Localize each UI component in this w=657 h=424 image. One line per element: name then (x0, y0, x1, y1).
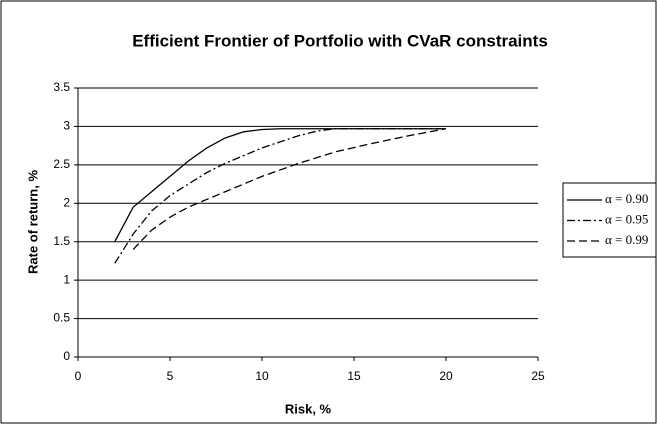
y-axis-label: Rate of return, % (25, 170, 40, 274)
x-tick-label: 10 (255, 369, 269, 383)
legend-label: α = 0.99 (605, 232, 648, 247)
x-tick-label: 20 (439, 369, 453, 383)
legend-label: α = 0.90 (605, 191, 648, 206)
x-tick-label: 25 (531, 369, 545, 383)
y-tick-label: 1 (63, 272, 70, 286)
x-tick-label: 5 (167, 369, 174, 383)
chart-title: Efficient Frontier of Portfolio with CVa… (132, 31, 548, 50)
y-tick-label: 3 (63, 119, 70, 133)
y-tick-label: 0.5 (53, 311, 70, 325)
y-tick-label: 0 (63, 349, 70, 363)
x-axis-label: Risk, % (285, 401, 332, 416)
y-tick-label: 3.5 (53, 80, 70, 94)
y-tick-label: 1.5 (53, 234, 70, 248)
y-tick-label: 2 (63, 195, 70, 209)
x-tick-label: 15 (347, 369, 361, 383)
y-tick-label: 2.5 (53, 157, 70, 171)
series-line (132, 128, 447, 250)
x-tick-label: 0 (75, 369, 82, 383)
series-line (114, 128, 446, 264)
legend-label: α = 0.95 (605, 211, 648, 226)
